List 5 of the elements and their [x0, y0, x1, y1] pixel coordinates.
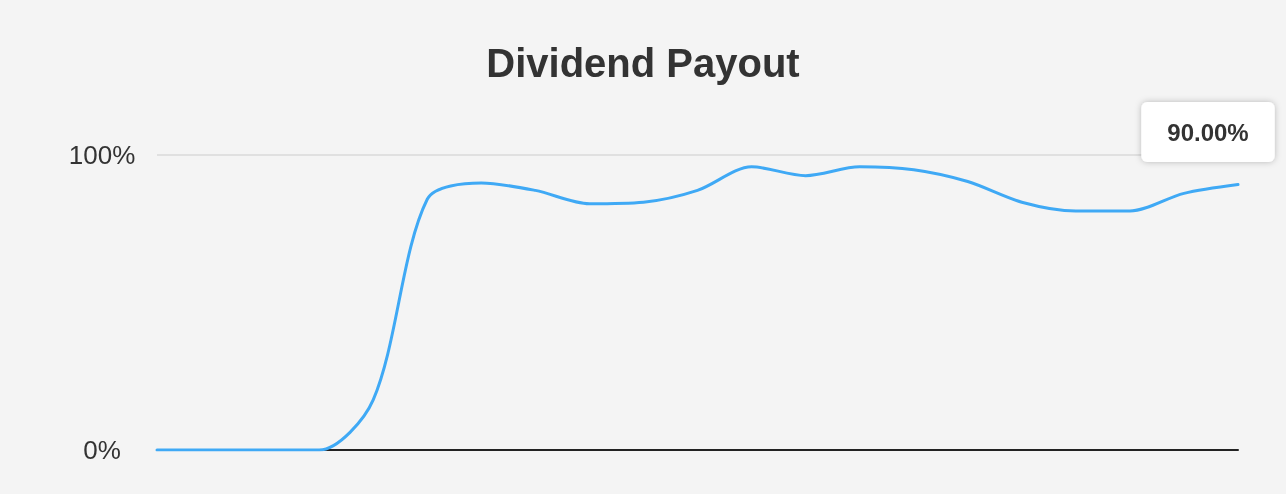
annotation: 90.00%	[1167, 118, 1249, 146]
chart-title: Dividend Payout	[486, 41, 800, 85]
y-tick-label: 100%	[68, 140, 136, 170]
y-tick-label: 0%	[83, 435, 121, 465]
line-series	[155, 165, 1240, 452]
